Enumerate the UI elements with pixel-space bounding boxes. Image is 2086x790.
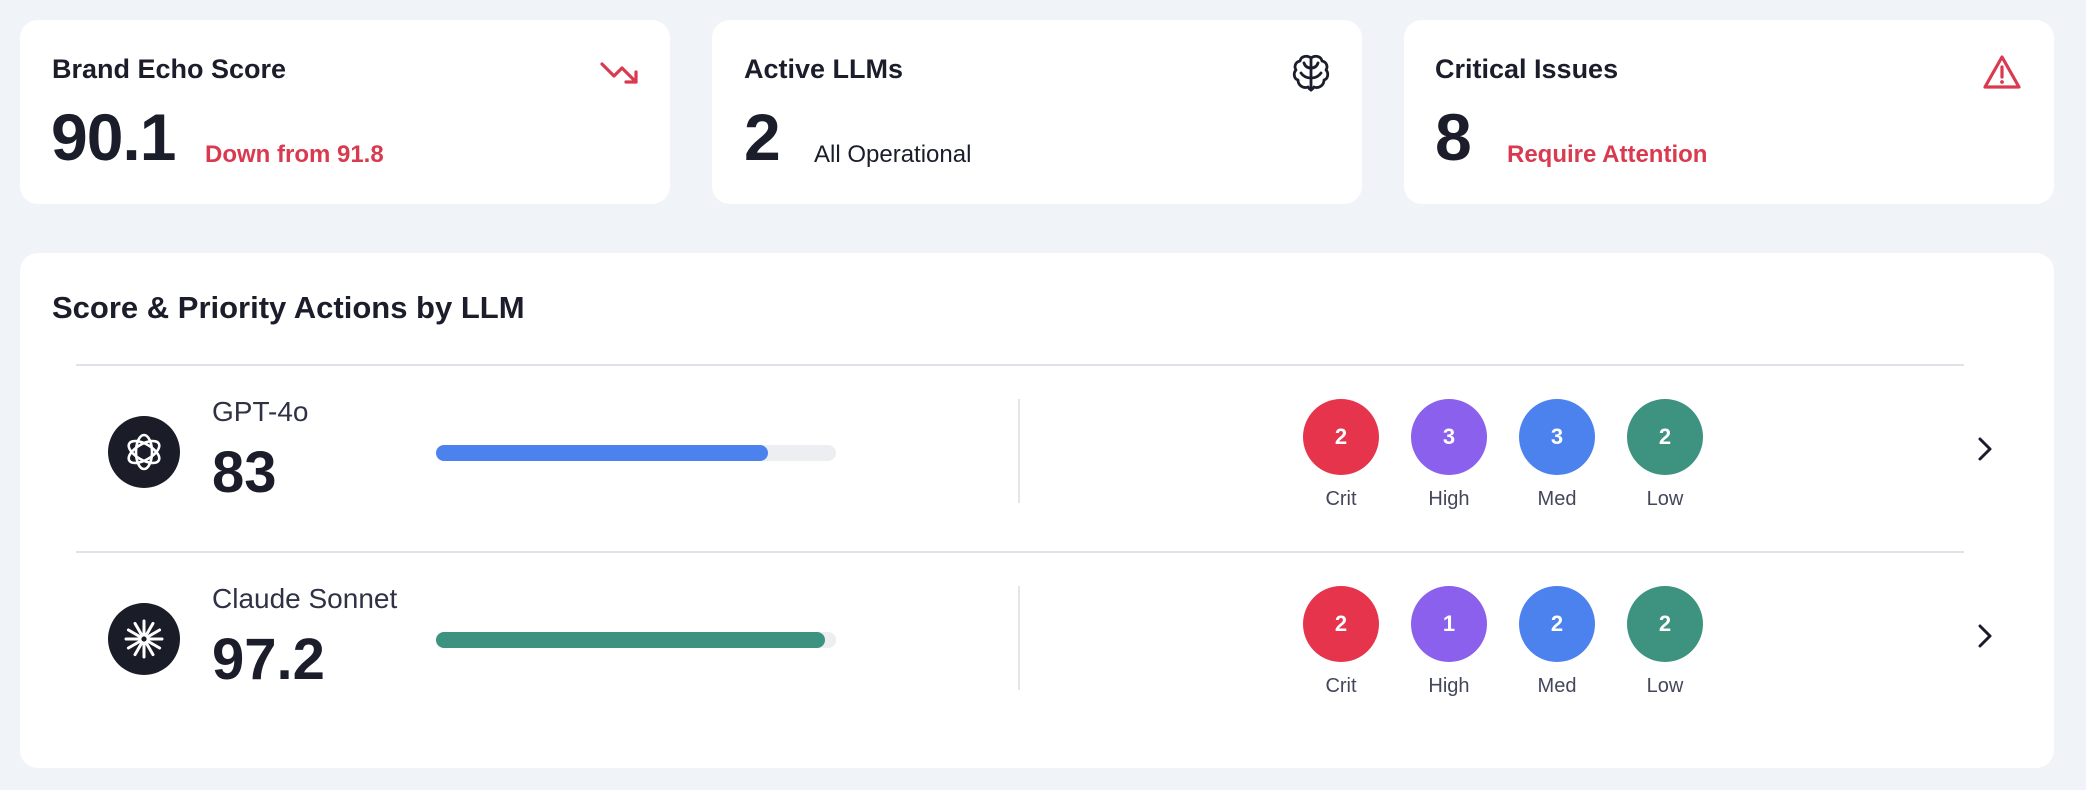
badge-crit-label: Crit: [1325, 488, 1357, 510]
claude-logo-ray: [145, 628, 162, 639]
stat-sub-critical-issues: Require Attention: [1507, 141, 1708, 168]
badge-med-label: Med: [1537, 675, 1577, 697]
stat-value-brand-echo: 90.1: [51, 100, 176, 174]
stat-sub-brand-echo: Down from 91.8: [205, 141, 384, 168]
badge-high[interactable]: 1 High: [1411, 586, 1487, 698]
row-separator: [1018, 399, 1020, 503]
badge-low-label: Low: [1646, 488, 1684, 510]
claude-logo-ray: [144, 640, 155, 657]
score-bar-fill: [436, 445, 768, 461]
score-bar-track: [436, 632, 836, 648]
badge-low[interactable]: 2 Low: [1627, 586, 1703, 698]
stat-card-active-llms: [712, 20, 1362, 204]
llm-priority-card: [20, 253, 2054, 768]
badge-low-label: Low: [1646, 675, 1684, 697]
section-title: Score & Priority Actions by LLM: [52, 290, 525, 325]
badge-high-label: High: [1428, 488, 1470, 510]
badge-med-count: 2: [1519, 586, 1595, 662]
badge-high-label: High: [1428, 675, 1470, 697]
badge-high[interactable]: 3 High: [1411, 399, 1487, 511]
divider: [76, 551, 1964, 553]
stat-title-critical-issues: Critical Issues: [1435, 54, 1619, 84]
llm-name: GPT-4o: [212, 396, 309, 427]
openai-logo-icon: [108, 416, 180, 488]
badge-crit[interactable]: 2 Crit: [1303, 586, 1379, 698]
llm-row-claude-sonnet[interactable]: Claude Sonnet 97.2 2 Crit 1 High 2 Med 2…: [76, 553, 1992, 739]
badge-low-count: 2: [1627, 586, 1703, 662]
badge-med-count: 3: [1519, 399, 1595, 475]
badge-low-count: 2: [1627, 399, 1703, 475]
claude-logo-ray: [144, 621, 155, 638]
alert-triangle-icon: [1983, 55, 2021, 89]
stat-title-brand-echo: Brand Echo Score: [52, 54, 287, 84]
stat-title-active-llms: Active LLMs: [744, 54, 904, 84]
row-separator: [1018, 586, 1020, 690]
stat-card-critical-issues: [1404, 20, 2054, 204]
llm-name: Claude Sonnet: [212, 583, 398, 614]
claude-logo-ray: [126, 639, 143, 650]
stat-sub-active-llms: All Operational: [814, 141, 972, 168]
claude-logo-ray: [133, 640, 144, 657]
claude-logo-ray: [133, 621, 144, 638]
badge-high-count: 3: [1411, 399, 1487, 475]
badge-crit[interactable]: 2 Crit: [1303, 399, 1379, 511]
score-bar-track: [436, 445, 836, 461]
claude-logo-ray: [145, 639, 162, 650]
badge-high-count: 1: [1411, 586, 1487, 662]
llm-score: 83: [212, 440, 277, 505]
stat-card-brand-echo: [20, 20, 670, 204]
badge-med[interactable]: 3 Med: [1519, 399, 1595, 511]
badge-low[interactable]: 2 Low: [1627, 399, 1703, 511]
score-bar-fill: [436, 632, 825, 648]
stat-value-active-llms: 2: [744, 100, 781, 174]
badge-med[interactable]: 2 Med: [1519, 586, 1595, 698]
chevron-right-icon[interactable]: [1970, 432, 2000, 466]
badge-med-label: Med: [1537, 488, 1577, 510]
divider: [76, 364, 1964, 366]
chevron-right-icon[interactable]: [1970, 619, 2000, 653]
claude-logo-ray: [126, 628, 143, 639]
brain-icon: [1292, 54, 1330, 92]
llm-row-gpt-4o[interactable]: GPT-4o 83 2 Crit 3 High 3 Med 2 Low: [76, 366, 1992, 552]
stat-value-critical-issues: 8: [1435, 100, 1472, 174]
badge-crit-label: Crit: [1325, 675, 1357, 697]
trending-down-icon: [600, 62, 638, 84]
badge-crit-count: 2: [1303, 399, 1379, 475]
claude-logo-icon: [108, 603, 180, 675]
llm-score: 97.2: [212, 627, 325, 692]
badge-crit-count: 2: [1303, 586, 1379, 662]
